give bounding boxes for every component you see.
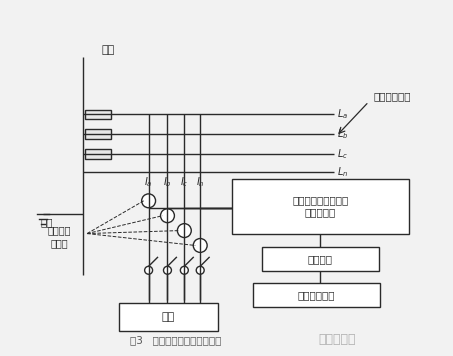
Text: 迷你手游网: 迷你手游网: [318, 333, 356, 346]
Text: 负载: 负载: [162, 312, 175, 322]
Text: $L_a$: $L_a$: [337, 108, 348, 121]
Bar: [253, 283, 380, 307]
Circle shape: [160, 209, 174, 222]
Text: $I_b$: $I_b$: [163, 175, 172, 189]
Text: 电源: 电源: [101, 45, 115, 55]
Text: 集中监控设备: 集中监控设备: [298, 290, 335, 300]
Text: $I_n$: $I_n$: [196, 175, 205, 189]
Text: 及报警设备: 及报警设备: [304, 207, 336, 217]
Text: $I_c$: $I_c$: [180, 175, 188, 189]
Bar: [85, 110, 111, 120]
Text: $I_a$: $I_a$: [145, 175, 153, 189]
Bar: [85, 149, 111, 159]
Circle shape: [196, 266, 204, 274]
Bar: [119, 303, 218, 331]
Text: $L_c$: $L_c$: [337, 147, 348, 161]
Circle shape: [145, 266, 153, 274]
Text: 钳形电流: 钳形电流: [48, 226, 71, 236]
Text: 可移动式设备: 可移动式设备: [374, 91, 411, 102]
Text: 蓝牙传输: 蓝牙传输: [308, 254, 333, 265]
Bar: [85, 129, 111, 139]
Text: $L_n$: $L_n$: [337, 165, 348, 179]
Circle shape: [180, 266, 188, 274]
Circle shape: [178, 224, 191, 237]
Text: 图3   漏电流检测设备工作原理: 图3 漏电流检测设备工作原理: [130, 335, 221, 345]
Text: 接地: 接地: [41, 218, 53, 227]
Text: 现场数据采集、运算: 现场数据采集、运算: [292, 195, 348, 205]
Text: $L_b$: $L_b$: [337, 127, 348, 141]
Text: 互感器: 互感器: [50, 239, 68, 248]
Circle shape: [142, 194, 155, 208]
Bar: [232, 179, 409, 234]
Bar: [262, 247, 379, 271]
Circle shape: [164, 266, 171, 274]
Circle shape: [193, 239, 207, 252]
